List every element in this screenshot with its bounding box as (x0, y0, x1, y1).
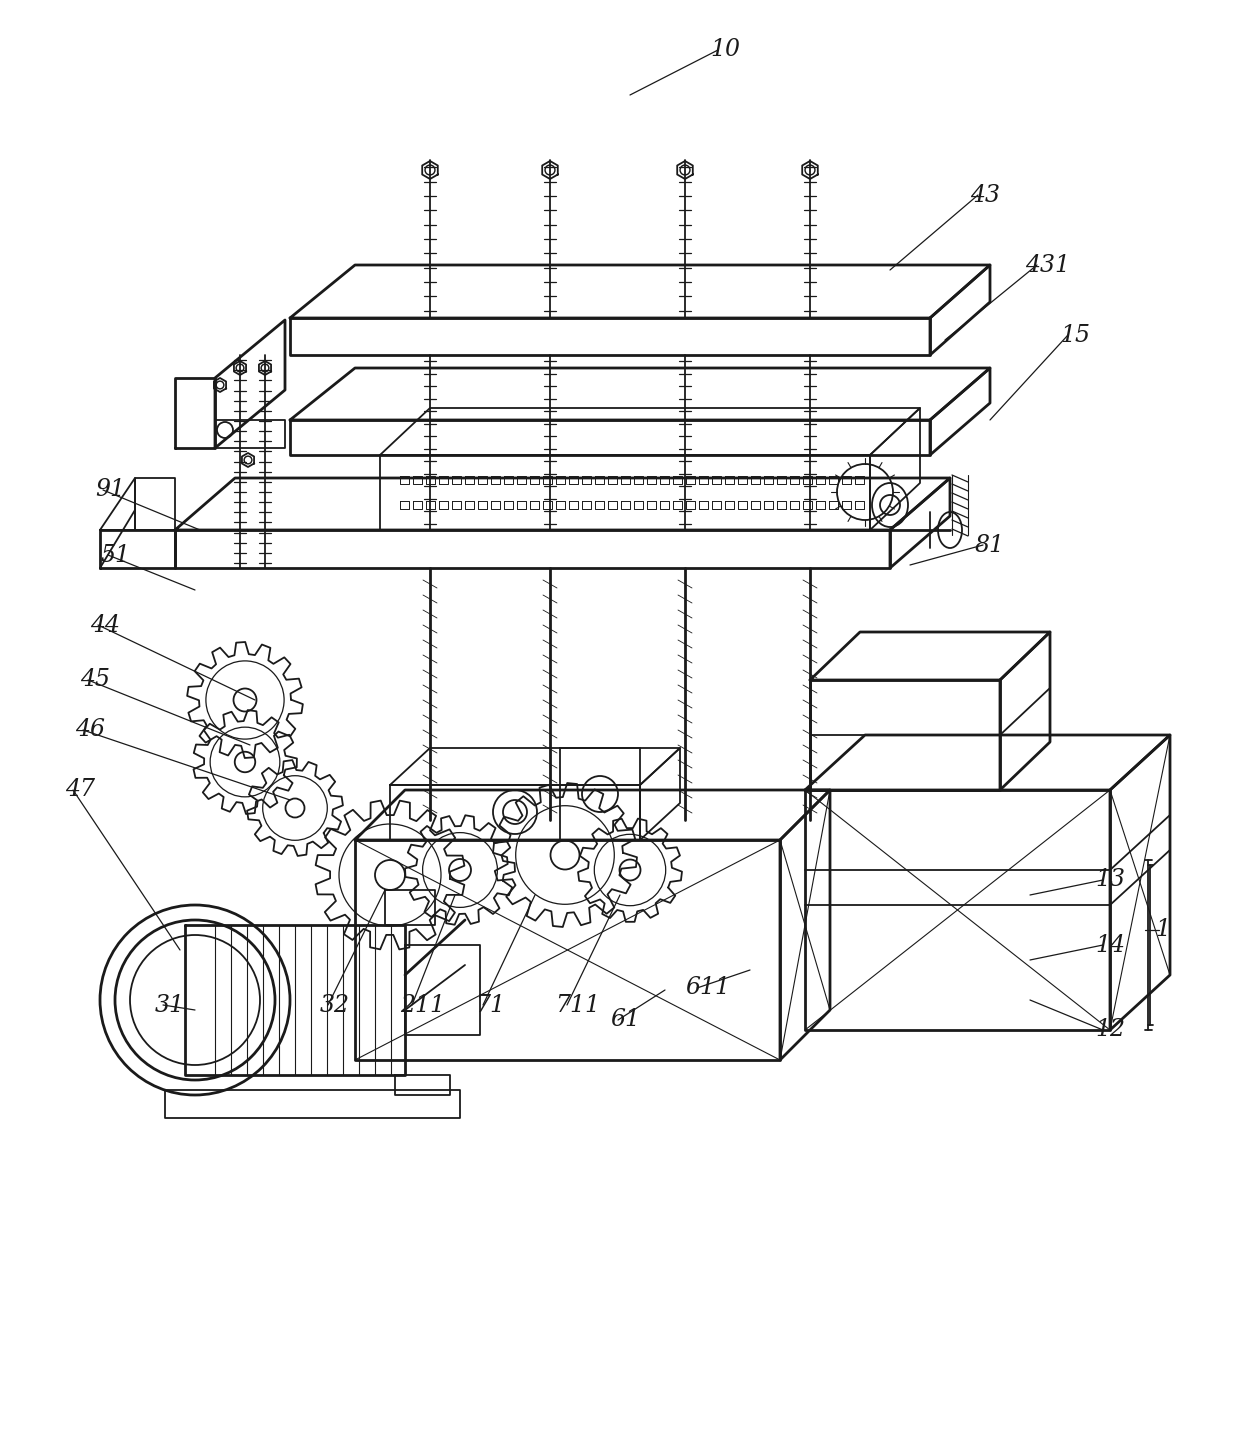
Text: 711: 711 (556, 993, 600, 1017)
Text: 31: 31 (155, 993, 185, 1017)
Text: 61: 61 (610, 1008, 640, 1031)
Text: 45: 45 (81, 669, 110, 692)
Text: 15: 15 (1060, 323, 1090, 347)
Text: 211: 211 (401, 993, 445, 1017)
Text: 1: 1 (1154, 918, 1171, 941)
Text: 44: 44 (91, 614, 120, 637)
Text: 14: 14 (1095, 933, 1125, 956)
Text: 611: 611 (684, 976, 730, 999)
Text: 10: 10 (711, 39, 740, 62)
Text: 81: 81 (975, 533, 1004, 556)
Text: 71: 71 (475, 993, 505, 1017)
Text: 13: 13 (1095, 868, 1125, 891)
Text: 32: 32 (320, 993, 350, 1017)
Text: 12: 12 (1095, 1018, 1125, 1041)
Text: 431: 431 (1025, 254, 1070, 276)
Text: 51: 51 (100, 543, 130, 566)
Text: 46: 46 (74, 719, 105, 742)
Text: 47: 47 (64, 778, 95, 801)
Text: 43: 43 (970, 183, 999, 206)
Text: 91: 91 (95, 478, 125, 501)
